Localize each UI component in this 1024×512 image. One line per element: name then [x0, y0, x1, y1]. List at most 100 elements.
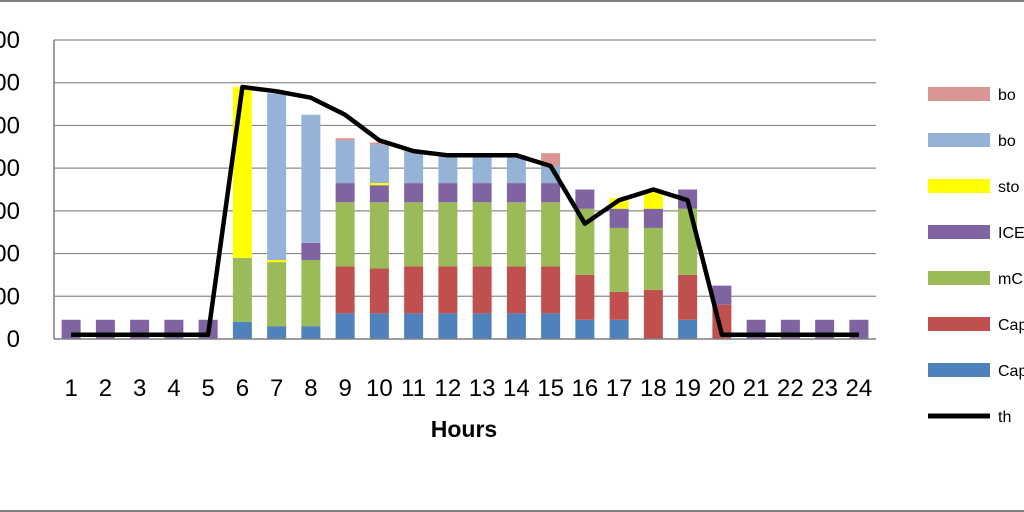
bar-segment	[643, 208, 663, 228]
bar-segment	[541, 266, 561, 314]
legend-label: Cap	[998, 317, 1024, 334]
bar-segment	[678, 274, 698, 320]
bar-segment	[575, 274, 595, 320]
x-tick-label: 3	[133, 375, 146, 402]
bar-segment	[643, 227, 663, 290]
legend-label: Cap	[998, 363, 1024, 380]
bar-segment	[404, 202, 424, 267]
y-tick-label: 00	[0, 198, 20, 225]
bar-segment	[369, 313, 389, 339]
x-tick-label: 20	[709, 375, 736, 402]
bar-segment	[335, 138, 355, 141]
x-axis-title: Hours	[431, 416, 497, 442]
legend-label: th	[998, 409, 1011, 426]
x-tick-label: 4	[167, 375, 180, 402]
y-tick-label: 00	[0, 27, 20, 54]
x-tick-label: 17	[606, 375, 633, 402]
legend-swatch	[928, 225, 990, 239]
y-tick-label: 0	[7, 326, 20, 353]
legend-swatch	[928, 271, 990, 285]
y-tick-label: 00	[0, 283, 20, 310]
x-tick-label: 23	[811, 375, 838, 402]
gridlines	[54, 39, 876, 297]
bar-segment	[506, 155, 526, 184]
legend-label: ICE	[998, 225, 1024, 242]
bar-segment	[438, 183, 458, 203]
bar-segment	[472, 202, 492, 267]
x-tick-label: 11	[401, 375, 426, 402]
bar-segment	[335, 183, 355, 203]
bar-segment	[232, 86, 252, 258]
x-tick-label: 10	[366, 375, 393, 402]
bar-segment	[712, 285, 732, 305]
bar-segment	[506, 313, 526, 339]
bar-segment	[369, 183, 389, 186]
bar-segment	[301, 114, 321, 243]
bar-segment	[643, 289, 663, 339]
bar-segment	[575, 189, 595, 209]
x-tick-label: 19	[674, 375, 701, 402]
bar-segment	[541, 183, 561, 203]
bar-segment	[438, 155, 458, 184]
bar-segment	[369, 268, 389, 314]
x-tick-label: 9	[338, 375, 351, 402]
legend-label: bo	[998, 87, 1016, 104]
x-tick-label: 21	[743, 375, 770, 402]
legend: bo bo sto ICE mC Cap Cap th	[928, 87, 1024, 426]
x-tick-label: 8	[304, 375, 317, 402]
bar-segment	[506, 202, 526, 267]
bar-segment	[404, 151, 424, 184]
x-tick-label: 16	[572, 375, 599, 402]
bar-segment	[438, 266, 458, 314]
bar-segment	[609, 198, 629, 209]
bar-segment	[678, 319, 698, 339]
bar-segment	[609, 292, 629, 320]
bar-segment	[335, 202, 355, 267]
line-series-path	[71, 84, 859, 337]
bar-segment	[335, 266, 355, 314]
bar-segment	[541, 202, 561, 267]
bar-segment	[472, 313, 492, 339]
bar-segment	[301, 259, 321, 327]
bar-segment	[335, 313, 355, 339]
x-tick-label: 22	[777, 375, 804, 402]
bar-segment	[541, 313, 561, 339]
bar-segment	[369, 185, 389, 203]
bar-segment	[404, 266, 424, 314]
bar-segment	[369, 202, 389, 269]
bar-segment	[609, 227, 629, 293]
bar-segment	[335, 140, 355, 184]
bar-segment	[267, 262, 287, 327]
bar-segment	[472, 183, 492, 203]
x-tick-label: 24	[846, 375, 873, 402]
bar-segment	[267, 93, 287, 260]
legend-swatch	[928, 133, 990, 147]
bar-segment	[404, 183, 424, 203]
bar-segment	[472, 155, 492, 184]
x-tick-label: 14	[503, 375, 530, 402]
legend-label: mC	[998, 271, 1023, 288]
legend-swatch	[928, 317, 990, 331]
axes	[53, 40, 876, 340]
x-tick-label: 5	[201, 375, 214, 402]
bar-segment	[438, 202, 458, 267]
bar-segment	[643, 191, 663, 209]
y-tick-label: 00	[0, 155, 20, 182]
x-tick-label: 6	[236, 375, 249, 402]
legend-swatch	[928, 179, 990, 193]
bar-segment	[369, 142, 389, 145]
bar-segment	[267, 259, 287, 263]
bar-segment	[267, 326, 287, 339]
bar-segment	[301, 242, 321, 260]
bar-segment	[609, 208, 629, 228]
x-tick-label: 15	[537, 375, 564, 402]
x-tick-label: 18	[640, 375, 667, 402]
legend-label: bo	[998, 133, 1016, 150]
legend-label: sto	[998, 179, 1019, 196]
x-tick-label: 12	[435, 375, 462, 402]
x-tick-label: 2	[99, 375, 112, 402]
bar-segment	[472, 266, 492, 314]
line-series	[71, 84, 859, 337]
